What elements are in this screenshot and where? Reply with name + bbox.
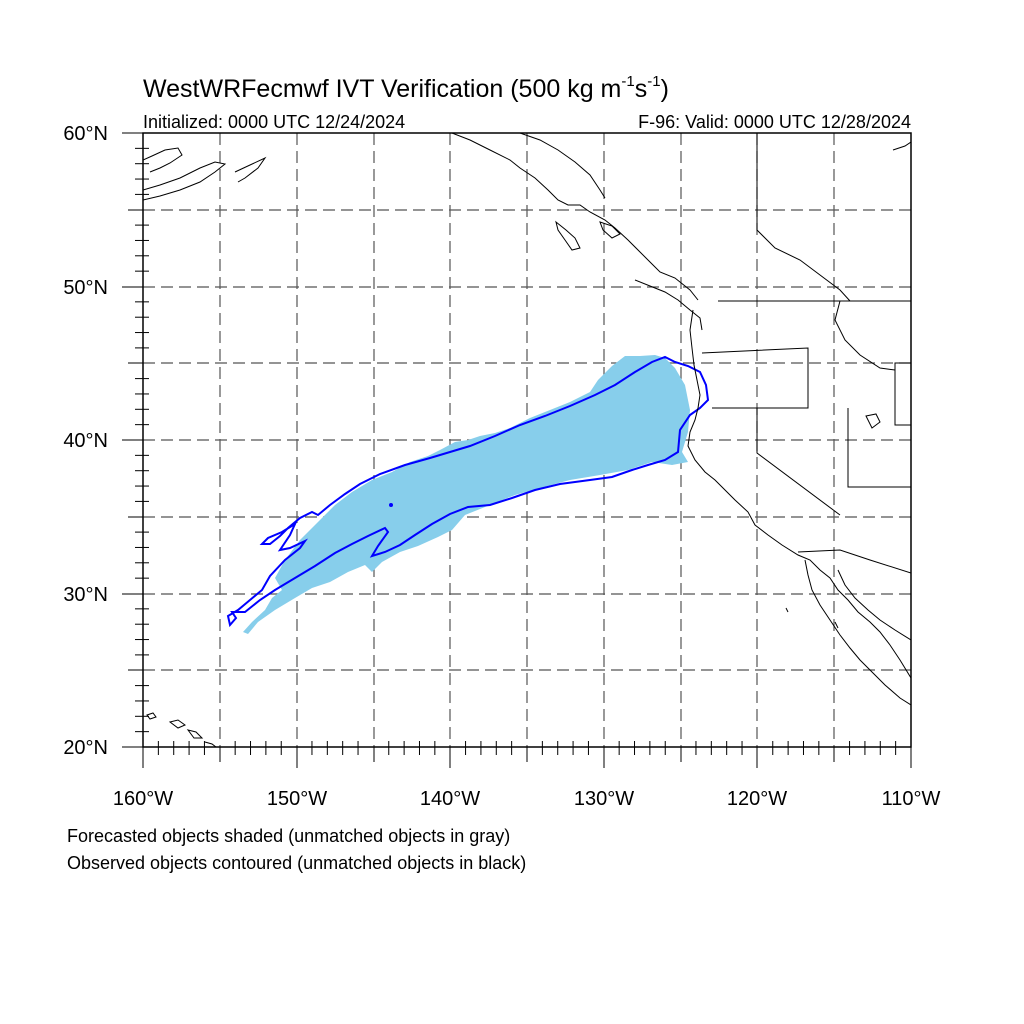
valid-time: F-96: Valid: 0000 UTC 12/28/2024	[638, 112, 911, 132]
lat-label-30n: 30°N	[63, 584, 108, 606]
minor-ticks	[135, 147, 897, 755]
footer-observed-note: Observed objects contoured (unmatched ob…	[67, 853, 526, 873]
lon-label-140w: 140°W	[420, 788, 480, 810]
lon-label-160w: 160°W	[113, 788, 173, 810]
lon-label-130w: 130°W	[574, 788, 634, 810]
lat-label-60n: 60°N	[63, 123, 108, 145]
footer-forecast-note: Forecasted objects shaded (unmatched obj…	[67, 826, 510, 846]
latitude-labels: 60°N 50°N 40°N 30°N 20°N	[63, 123, 108, 759]
observed-contour	[226, 355, 710, 628]
lat-label-20n: 20°N	[63, 737, 108, 759]
lon-label-110w: 110°W	[882, 788, 941, 810]
observed-dot	[389, 503, 393, 507]
lat-label-40n: 40°N	[63, 430, 108, 452]
lon-label-120w: 120°W	[727, 788, 787, 810]
coastlines	[143, 133, 911, 747]
initialized-time: Initialized: 0000 UTC 12/24/2024	[143, 112, 405, 132]
lat-label-50n: 50°N	[63, 277, 108, 299]
map-panel: 60°N 50°N 40°N 30°N 20°N 160°W 150°W 140…	[63, 123, 940, 810]
axis-ticks	[122, 132, 912, 768]
inner-ticks	[143, 147, 897, 747]
forecast-object	[243, 355, 690, 634]
plot-title: WestWRFecmwf IVT Verification (500 kg m-…	[143, 73, 669, 103]
lon-label-150w: 150°W	[267, 788, 327, 810]
longitude-labels: 160°W 150°W 140°W 130°W 120°W 110°W	[113, 788, 941, 810]
